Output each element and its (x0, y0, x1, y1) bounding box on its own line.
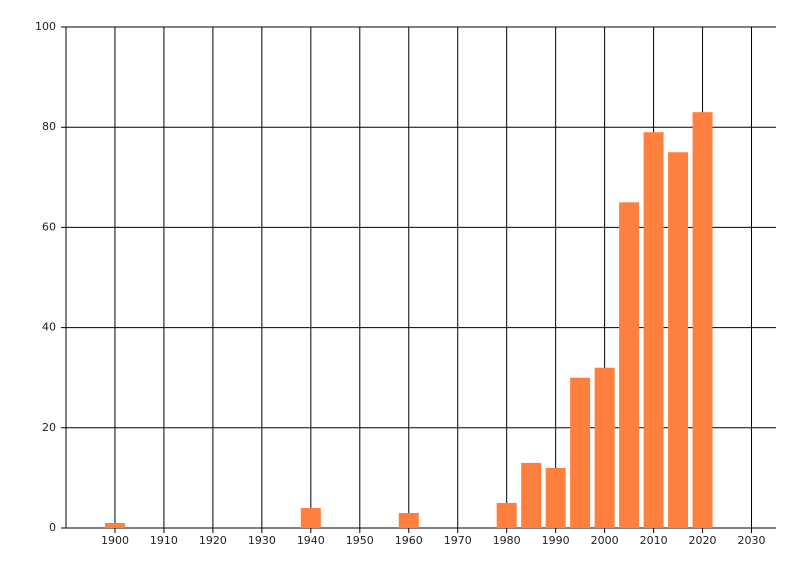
x-tick-label: 1900 (101, 534, 129, 547)
y-tick-label: 40 (42, 321, 56, 334)
y-tick-label: 20 (42, 421, 56, 434)
x-tick-label: 1990 (542, 534, 570, 547)
x-tick-label: 1940 (297, 534, 325, 547)
bar (521, 462, 542, 528)
y-tick-label: 100 (35, 20, 56, 33)
x-tick-label: 1980 (493, 534, 521, 547)
x-tick-label: 1910 (150, 534, 178, 547)
x-tick-label: 2000 (591, 534, 619, 547)
bar (594, 367, 615, 528)
bar (619, 202, 640, 528)
bar (668, 152, 689, 528)
x-tick-label: 2010 (640, 534, 668, 547)
x-tick-label: 1960 (395, 534, 423, 547)
bar (104, 522, 125, 528)
bar (398, 512, 419, 528)
x-tick-label: 1930 (248, 534, 276, 547)
bar (496, 502, 517, 528)
x-tick-label: 1970 (444, 534, 472, 547)
x-tick-label: 1920 (199, 534, 227, 547)
x-tick-label: 2030 (738, 534, 766, 547)
x-tick-label: 1950 (346, 534, 374, 547)
bar (692, 112, 713, 529)
y-tick-label: 0 (49, 521, 56, 534)
bar (570, 377, 591, 528)
x-tick-label: 2020 (689, 534, 717, 547)
bar (545, 467, 566, 528)
bar (300, 507, 321, 528)
y-tick-label: 60 (42, 220, 56, 233)
y-tick-label: 80 (42, 120, 56, 133)
bar (643, 132, 664, 528)
